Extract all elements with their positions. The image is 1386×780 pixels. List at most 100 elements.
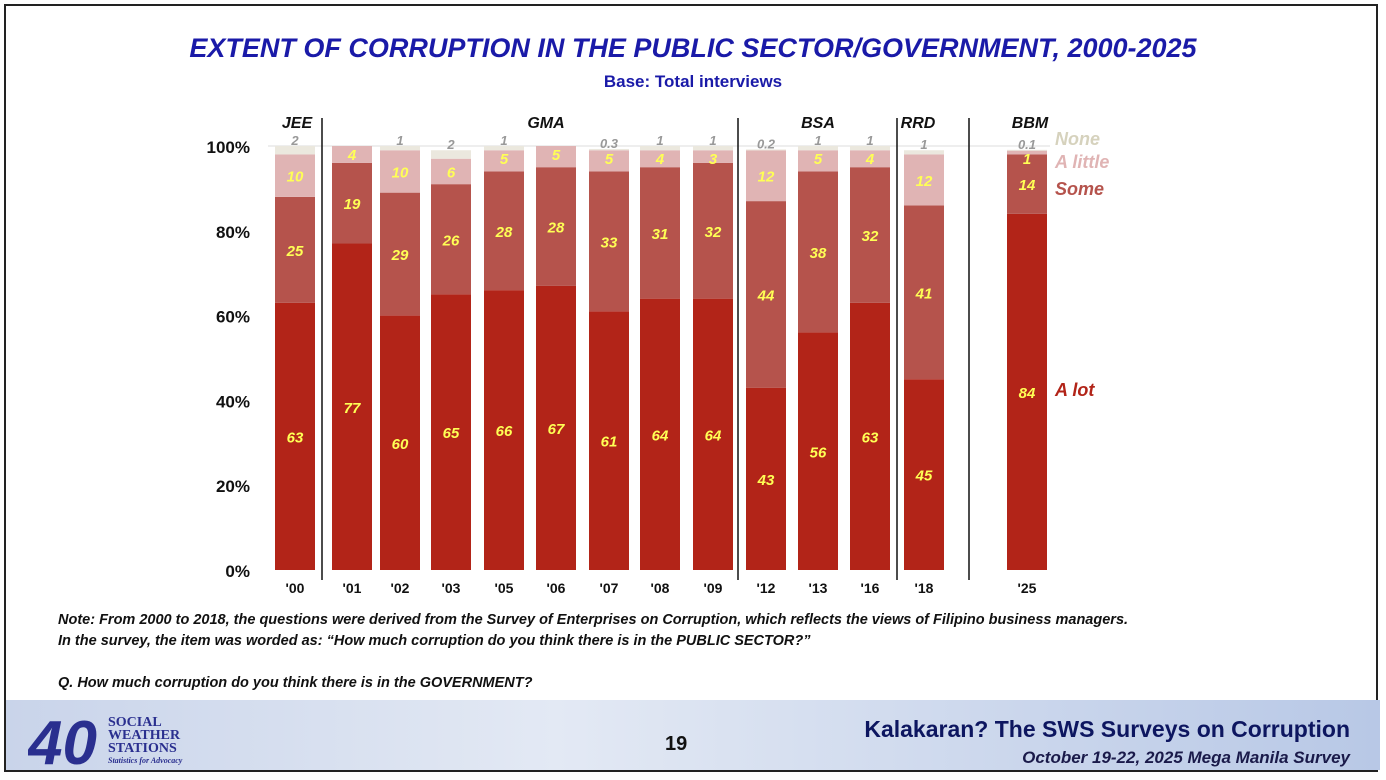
bar-segment-a-lot bbox=[746, 387, 786, 570]
bar-segment-some bbox=[904, 205, 944, 380]
slide-frame bbox=[4, 4, 1378, 772]
data-label: 10 bbox=[287, 169, 304, 186]
data-label: 28 bbox=[495, 224, 513, 241]
bar-segment-none bbox=[798, 146, 838, 151]
logo-social: SOCIAL bbox=[108, 715, 162, 730]
x-tick-label: '06 bbox=[547, 580, 566, 596]
logo-40: 40 bbox=[28, 709, 97, 768]
sws-logo: 40 SOCIAL WEATHER STATIONS Statistics fo… bbox=[28, 709, 183, 768]
group-label: GMA bbox=[527, 115, 564, 132]
data-label: 2 bbox=[446, 137, 455, 152]
data-label: 5 bbox=[605, 151, 614, 168]
bar-segment-none bbox=[484, 146, 524, 151]
data-label: 29 bbox=[391, 247, 409, 264]
x-tick-label: '13 bbox=[809, 580, 828, 596]
bar-segment-some bbox=[380, 192, 420, 316]
bar-segment-a-lot bbox=[640, 298, 680, 570]
logo-weather: WEATHER bbox=[108, 728, 181, 743]
data-label: 1 bbox=[396, 133, 403, 148]
chart-title: EXTENT OF CORRUPTION IN THE PUBLIC SECTO… bbox=[189, 33, 1197, 63]
data-label: 44 bbox=[757, 287, 775, 304]
bar-segment-a-lot bbox=[536, 285, 576, 570]
x-tick-label: '12 bbox=[757, 580, 776, 596]
data-label: 12 bbox=[758, 169, 775, 186]
x-tick-label: '05 bbox=[495, 580, 514, 596]
x-tick-label: '02 bbox=[391, 580, 410, 596]
legend-label: A little bbox=[1054, 152, 1109, 172]
bar-segment-a-lot bbox=[431, 294, 471, 570]
bar-segment-some bbox=[798, 171, 838, 333]
bar-segment-a-lot bbox=[1007, 213, 1047, 570]
data-label: 1 bbox=[866, 133, 873, 148]
data-label: 5 bbox=[814, 151, 823, 168]
y-tick-label: 0% bbox=[225, 562, 250, 581]
bar-segment-none bbox=[1007, 149, 1047, 151]
bar-segment-some bbox=[275, 196, 315, 303]
bar-segment-some bbox=[332, 162, 372, 244]
bar-segment-a-little bbox=[536, 146, 576, 168]
bar-segment-a-little bbox=[484, 150, 524, 172]
bar-segment-none bbox=[380, 146, 420, 151]
data-label: 60 bbox=[392, 436, 409, 453]
bar-segment-a-lot bbox=[380, 315, 420, 570]
x-tick-label: '07 bbox=[600, 580, 619, 596]
data-label: 41 bbox=[915, 285, 933, 302]
x-tick-label: '18 bbox=[915, 580, 934, 596]
stacked-bar-chart: 0%20%40%60%80%100%JEE GMA BSA RRD BBM6325102… bbox=[207, 115, 1110, 596]
legend-label: Some bbox=[1055, 179, 1104, 199]
data-label: 0.2 bbox=[757, 136, 776, 151]
x-tick-label: '08 bbox=[651, 580, 670, 596]
bar-segment-a-lot bbox=[332, 243, 372, 570]
bar-segment-a-little bbox=[640, 150, 680, 168]
data-label: 61 bbox=[601, 434, 618, 451]
data-label: 45 bbox=[915, 468, 933, 485]
y-tick-label: 80% bbox=[216, 223, 250, 242]
bar-segment-some bbox=[589, 171, 629, 312]
bar-segment-a-little bbox=[904, 154, 944, 206]
note-line-1: Note: From 2000 to 2018, the questions w… bbox=[58, 612, 1129, 628]
data-label: 1 bbox=[709, 133, 716, 148]
x-tick-label: '09 bbox=[704, 580, 723, 596]
data-label: 26 bbox=[442, 232, 460, 249]
data-label: 31 bbox=[652, 226, 669, 243]
bar-segment-none bbox=[431, 150, 471, 159]
data-label: 1 bbox=[814, 133, 821, 148]
bar-segment-some bbox=[746, 201, 786, 388]
data-label: 25 bbox=[286, 243, 304, 260]
legend-label: A lot bbox=[1054, 380, 1095, 400]
bar-segment-a-lot bbox=[904, 379, 944, 570]
bar-segment-a-lot bbox=[798, 332, 838, 570]
bar-segment-a-little bbox=[431, 158, 471, 185]
data-label: 10 bbox=[392, 164, 409, 181]
x-tick-label: '01 bbox=[343, 580, 362, 596]
data-label: 3 bbox=[709, 151, 718, 168]
x-tick-label: '16 bbox=[861, 580, 880, 596]
bar-segment-a-little bbox=[850, 150, 890, 168]
y-tick-label: 60% bbox=[216, 308, 250, 327]
y-tick-label: 100% bbox=[207, 138, 250, 157]
x-tick-label: '00 bbox=[286, 580, 305, 596]
data-label: 19 bbox=[344, 196, 361, 213]
data-label: 14 bbox=[1019, 177, 1036, 194]
data-label: 0.3 bbox=[600, 136, 619, 151]
footer-band bbox=[6, 700, 1380, 770]
data-label: 43 bbox=[757, 472, 775, 489]
bar-segment-some bbox=[536, 167, 576, 286]
legend-label: None bbox=[1055, 129, 1100, 149]
group-label: RRD bbox=[901, 115, 936, 132]
bar-segment-a-little bbox=[798, 150, 838, 172]
bar-segment-none bbox=[640, 146, 680, 151]
bar-segment-some bbox=[484, 171, 524, 291]
data-label: 5 bbox=[552, 147, 561, 164]
data-label: 64 bbox=[652, 427, 669, 444]
note-line-2: In the survey, the item was worded as: “… bbox=[58, 633, 811, 649]
data-label: 64 bbox=[705, 427, 722, 444]
x-tick-label: '25 bbox=[1018, 580, 1037, 596]
bar-segment-some bbox=[431, 184, 471, 295]
footer-title: Kalakaran? The SWS Surveys on Corruption bbox=[864, 716, 1350, 742]
data-label: 12 bbox=[916, 173, 933, 190]
data-label: 65 bbox=[443, 425, 460, 442]
group-label: JEE bbox=[282, 115, 314, 132]
bar-segment-a-little bbox=[1007, 150, 1047, 155]
data-label: 84 bbox=[1019, 385, 1036, 402]
